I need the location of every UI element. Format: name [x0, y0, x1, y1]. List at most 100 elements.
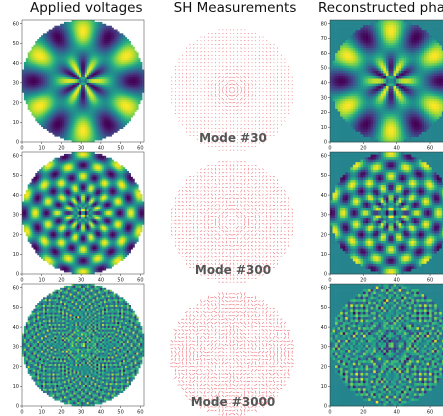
sh-arrow: [251, 392, 254, 393]
sh-arrow: [243, 197, 246, 199]
sh-arrow: [232, 301, 235, 302]
sh-arrow: [266, 204, 267, 206]
sh-arrow: [197, 120, 198, 121]
sh-arrow: [240, 48, 241, 49]
sh-arrow: [252, 110, 253, 111]
sh-arrow: [247, 230, 249, 231]
sh-arrow: [208, 326, 209, 328]
sh-arrow: [233, 260, 234, 261]
sh-arrow: [251, 253, 253, 254]
sh-arrow: [197, 388, 198, 389]
sh-arrow: [212, 70, 213, 71]
sh-arrow: [236, 70, 238, 71]
x-tick-label: 40: [98, 278, 104, 284]
sh-arrow: [193, 69, 194, 70]
sh-arrow: [186, 381, 187, 382]
sh-arrow: [192, 373, 194, 374]
sh-arrow: [229, 194, 231, 195]
sh-arrow: [215, 124, 216, 125]
sh-arrow: [244, 168, 245, 170]
sh-arrow: [259, 205, 261, 206]
sh-arrow: [266, 340, 268, 342]
sh-arrow: [287, 348, 289, 349]
sh-arrow: [222, 391, 224, 393]
sh-arrow: [212, 94, 213, 96]
sh-arrow: [247, 377, 250, 378]
sh-arrow: [273, 373, 275, 375]
sh-arrow: [222, 220, 223, 221]
sh-arrow: [255, 70, 256, 71]
sh-arrow: [212, 183, 213, 184]
sh-arrow: [219, 168, 220, 170]
sh-arrow: [284, 253, 285, 254]
sh-arrow: [259, 58, 260, 59]
sh-arrow: [233, 91, 235, 93]
sh-arrow: [244, 348, 246, 349]
sh-arrow: [218, 326, 220, 327]
sh-arrow: [237, 99, 238, 100]
sh-arrow: [190, 58, 191, 59]
sh-arrow: [237, 388, 239, 389]
sh-arrow: [266, 201, 268, 202]
sh-arrow: [236, 77, 238, 78]
sh-arrow: [272, 341, 275, 342]
sh-arrow: [201, 314, 202, 317]
sh-arrow: [270, 194, 271, 195]
sh-arrow: [270, 212, 272, 213]
sh-arrow: [211, 194, 212, 196]
sh-arrow: [251, 216, 253, 217]
sh-arrow: [270, 176, 271, 177]
sh-arrow: [211, 238, 212, 240]
sh-arrow: [251, 179, 253, 180]
sh-arrow: [182, 230, 183, 232]
sh-arrow: [200, 212, 202, 213]
sh-arrow: [266, 51, 267, 52]
sh-arrow: [247, 191, 249, 192]
sh-arrow: [240, 377, 242, 379]
sh-arrow: [222, 341, 223, 342]
x-tick-label: 60: [137, 278, 143, 284]
sh-arrow: [188, 385, 191, 386]
sh-arrow: [190, 128, 191, 129]
sh-arrow: [241, 292, 242, 295]
sh-arrow: [186, 48, 187, 49]
sh-arrow: [222, 109, 223, 110]
sh-arrow: [243, 381, 246, 382]
y-tick-label: 20: [321, 232, 327, 238]
sh-arrow: [277, 384, 279, 386]
sh-arrow: [240, 329, 243, 331]
sh-arrow: [255, 44, 256, 45]
sh-arrow: [204, 169, 206, 170]
sh-arrow: [175, 351, 177, 354]
sh-arrow: [175, 373, 176, 375]
sh-arrow: [284, 238, 286, 239]
sh-arrow: [285, 106, 286, 107]
sh-arrow: [270, 333, 271, 336]
sh-arrow: [284, 59, 285, 60]
sh-arrow: [211, 186, 212, 188]
sh-arrow: [232, 410, 235, 411]
sh-arrow: [171, 340, 173, 342]
sh-arrow: [204, 241, 206, 242]
sh-arrow: [196, 373, 199, 375]
sh-arrow: [190, 44, 191, 45]
sh-arrow: [237, 48, 238, 49]
sh-arrow: [204, 226, 205, 229]
sh-arrow: [255, 341, 257, 342]
sh-arrow: [200, 231, 202, 232]
sh-arrow: [178, 209, 180, 210]
sh-arrow: [219, 70, 220, 71]
sh-arrow: [273, 343, 274, 346]
sh-arrow: [192, 345, 195, 346]
sh-arrow: [182, 66, 183, 67]
sh-arrow: [208, 230, 209, 232]
sh-arrow: [193, 234, 195, 235]
sh-arrow: [277, 209, 278, 210]
sh-arrow: [222, 352, 224, 353]
sh-arrow: [229, 198, 231, 199]
sh-arrow: [240, 322, 243, 324]
sh-arrow: [207, 307, 209, 310]
sh-arrow: [226, 55, 227, 56]
sh-arrow: [273, 190, 275, 192]
sh-arrow: [204, 88, 205, 89]
